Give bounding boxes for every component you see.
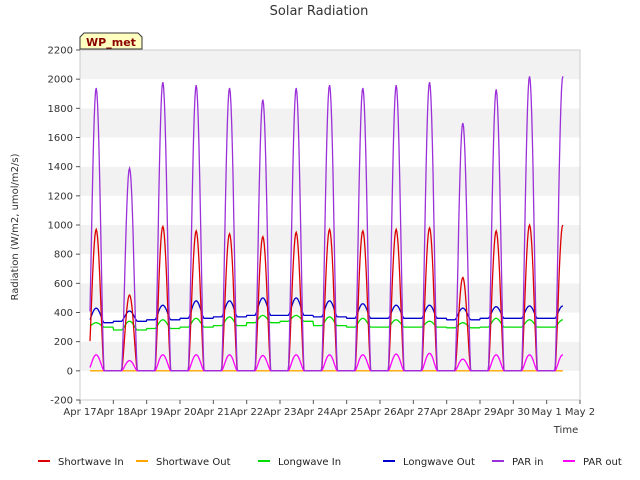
grid-band — [80, 108, 580, 138]
plot-background-bands — [80, 50, 580, 400]
site-badge-box — [79, 32, 143, 50]
series-line-par-in — [89, 76, 564, 372]
x-tick-label: Apr 30 — [497, 407, 530, 418]
x-tick-label: Apr 28 — [430, 407, 463, 418]
legend-label: Shortwave In — [58, 457, 124, 468]
x-tick-label: Apr 25 — [330, 407, 363, 418]
x-tick-label: Apr 22 — [230, 407, 263, 418]
y-tick-label: 400 — [54, 308, 73, 319]
x-tick-label: Apr 23 — [263, 407, 296, 418]
chart-title: Solar Radiation — [270, 4, 369, 19]
x-tick-label: Apr 18 — [97, 407, 130, 418]
y-tick-label: 0 — [67, 366, 73, 377]
y-tick-label: 800 — [54, 250, 73, 261]
grid-band — [80, 137, 580, 167]
y-tick-label: 2000 — [48, 75, 73, 86]
x-tick-label: Apr 19 — [130, 407, 163, 418]
x-axis-label: Time — [553, 425, 578, 436]
y-axis-label: Radiation (W/m2, umol/m2/s) — [10, 153, 21, 300]
x-tick-label: May 2 — [565, 407, 595, 418]
y-tick-label: 600 — [54, 279, 73, 290]
y-tick-label: 2200 — [48, 46, 73, 57]
grid-band — [80, 254, 580, 284]
y-axis-ticks: -200 0 200 400 600 800 1000 1200 1400 1600 1800 200… — [48, 46, 80, 407]
legend: Shortwave In Shortwave Out Longwave In Long… — [38, 457, 622, 468]
x-tick-label: Apr 24 — [297, 407, 330, 418]
legend-label: PAR in — [512, 457, 543, 468]
grid-band — [80, 370, 580, 400]
x-tick-label: Apr 17 — [63, 407, 96, 418]
series-layer — [89, 76, 564, 372]
y-tick-label: 1000 — [48, 221, 73, 232]
grid-band — [80, 50, 580, 80]
y-tick-label: 200 — [54, 337, 73, 348]
site-badge: WP_met — [79, 32, 143, 50]
y-tick-label: 1800 — [48, 104, 73, 115]
x-tick-label: May 1 — [532, 407, 562, 418]
x-tick-label: Apr 27 — [397, 407, 430, 418]
x-tick-label: Apr 21 — [197, 407, 230, 418]
legend-label: PAR out — [583, 457, 622, 468]
site-badge-label: WP_met — [86, 36, 136, 49]
x-tick-label: Apr 20 — [163, 407, 196, 418]
y-tick-label: 1600 — [48, 133, 73, 144]
legend-label: Longwave Out — [403, 457, 475, 468]
grid-band — [80, 166, 580, 196]
y-tick-label: 1200 — [48, 191, 73, 202]
grid-band — [80, 283, 580, 313]
x-axis-ticks: Apr 17 Apr 18 Apr 19 Apr 20 Apr 21 Apr 22 Apr … — [63, 400, 595, 418]
y-tick-label: 1400 — [48, 162, 73, 173]
grid-band — [80, 341, 580, 371]
x-tick-label: Apr 29 — [463, 407, 496, 418]
y-tick-label: -200 — [50, 396, 73, 407]
x-tick-label: Apr 26 — [363, 407, 396, 418]
legend-label: Longwave In — [278, 457, 341, 468]
legend-label: Shortwave Out — [156, 457, 231, 468]
grid-band — [80, 195, 580, 225]
